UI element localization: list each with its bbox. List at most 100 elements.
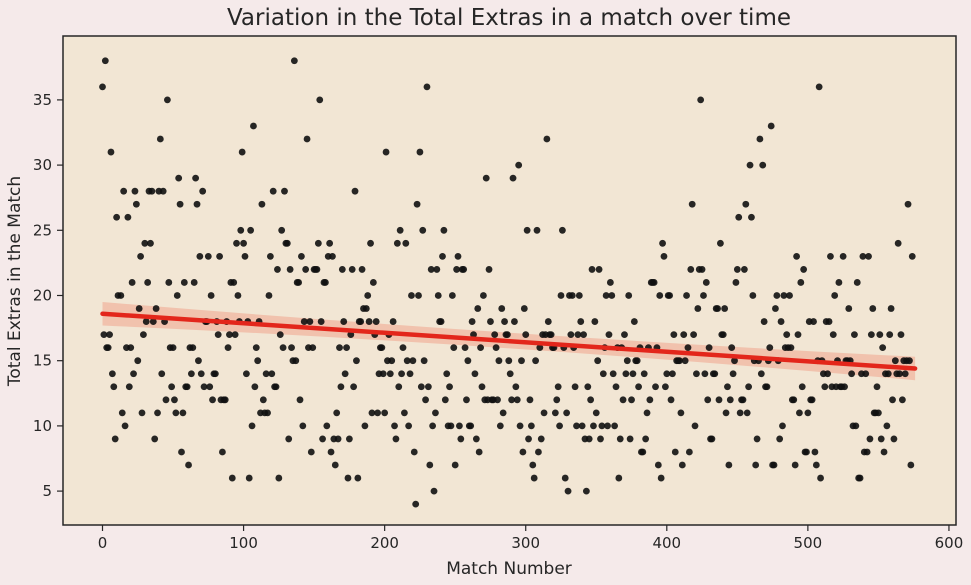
data-point xyxy=(396,226,404,234)
data-point xyxy=(392,435,400,443)
data-point xyxy=(209,396,216,404)
data-point xyxy=(433,266,441,273)
data-point xyxy=(379,370,387,378)
data-point xyxy=(571,383,579,391)
data-point xyxy=(140,331,147,339)
data-point xyxy=(582,487,590,495)
data-point xyxy=(423,83,431,91)
data-point xyxy=(470,331,477,339)
data-point xyxy=(708,435,716,443)
data-point xyxy=(875,409,882,417)
data-point xyxy=(817,474,824,482)
data-point xyxy=(185,461,192,469)
data-point xyxy=(197,370,205,378)
data-point xyxy=(536,344,544,352)
data-point xyxy=(156,135,164,143)
data-point xyxy=(876,331,884,339)
data-point xyxy=(616,435,624,443)
data-point xyxy=(463,396,470,404)
data-point xyxy=(441,396,449,404)
data-point xyxy=(656,292,664,299)
data-point xyxy=(736,409,744,417)
data-point xyxy=(800,266,808,273)
data-point xyxy=(361,422,369,430)
data-point xyxy=(661,383,669,391)
data-point xyxy=(400,409,408,417)
data-point xyxy=(313,266,321,273)
x-tick-label: 600 xyxy=(935,534,964,552)
data-point xyxy=(683,292,690,299)
data-point xyxy=(635,383,642,391)
data-point xyxy=(268,370,276,378)
data-point xyxy=(307,448,315,456)
data-point xyxy=(770,461,778,469)
data-point xyxy=(752,461,760,469)
data-point xyxy=(759,161,767,169)
data-point xyxy=(719,331,727,339)
data-point xyxy=(728,344,736,352)
data-point xyxy=(125,383,133,391)
data-point xyxy=(879,344,887,352)
data-point xyxy=(334,435,342,443)
data-point xyxy=(171,396,178,404)
data-point xyxy=(666,292,674,299)
data-point xyxy=(422,396,429,404)
data-point xyxy=(402,239,410,247)
data-point xyxy=(495,357,503,365)
data-point xyxy=(588,266,596,273)
data-point xyxy=(327,448,335,456)
data-point xyxy=(808,396,816,404)
data-point xyxy=(615,474,623,482)
data-point xyxy=(594,357,602,365)
data-point xyxy=(448,292,456,299)
data-point xyxy=(178,448,185,456)
data-point xyxy=(698,266,706,273)
data-point xyxy=(409,357,417,365)
data-point xyxy=(688,200,696,208)
data-point xyxy=(725,461,733,469)
y-tick-label: 10 xyxy=(33,417,52,435)
data-point xyxy=(245,474,253,482)
data-point xyxy=(426,461,434,469)
data-point xyxy=(522,331,530,339)
data-point xyxy=(228,474,236,482)
data-point xyxy=(729,370,737,378)
data-point xyxy=(701,370,709,378)
data-point xyxy=(467,422,475,430)
chart-title: Variation in the Total Extras in a match… xyxy=(227,5,791,31)
data-point xyxy=(676,357,683,365)
data-point xyxy=(192,174,200,182)
data-point xyxy=(757,370,765,378)
data-point xyxy=(592,409,600,417)
data-point xyxy=(525,435,532,443)
data-point xyxy=(790,396,798,404)
data-point xyxy=(283,239,291,247)
data-point xyxy=(663,370,671,378)
data-point xyxy=(416,148,424,156)
data-point xyxy=(897,331,905,339)
data-point xyxy=(144,279,152,286)
data-point xyxy=(742,200,750,208)
data-point xyxy=(746,161,754,169)
data-point xyxy=(793,252,800,260)
data-point xyxy=(365,318,373,325)
data-point xyxy=(207,292,215,299)
data-point xyxy=(803,448,810,456)
data-point xyxy=(482,174,490,182)
data-point xyxy=(272,383,280,391)
data-point xyxy=(537,435,545,443)
data-point xyxy=(640,370,648,378)
y-tick-label: 35 xyxy=(33,91,52,109)
data-point xyxy=(107,148,115,156)
data-point xyxy=(424,383,432,391)
data-point xyxy=(551,409,559,417)
data-point xyxy=(403,357,411,365)
data-point xyxy=(779,422,786,430)
data-point xyxy=(739,396,747,404)
data-point xyxy=(687,266,695,273)
data-point xyxy=(791,461,799,469)
data-point xyxy=(262,370,270,378)
data-point xyxy=(106,331,113,339)
data-point xyxy=(815,83,823,91)
data-point xyxy=(748,213,755,221)
